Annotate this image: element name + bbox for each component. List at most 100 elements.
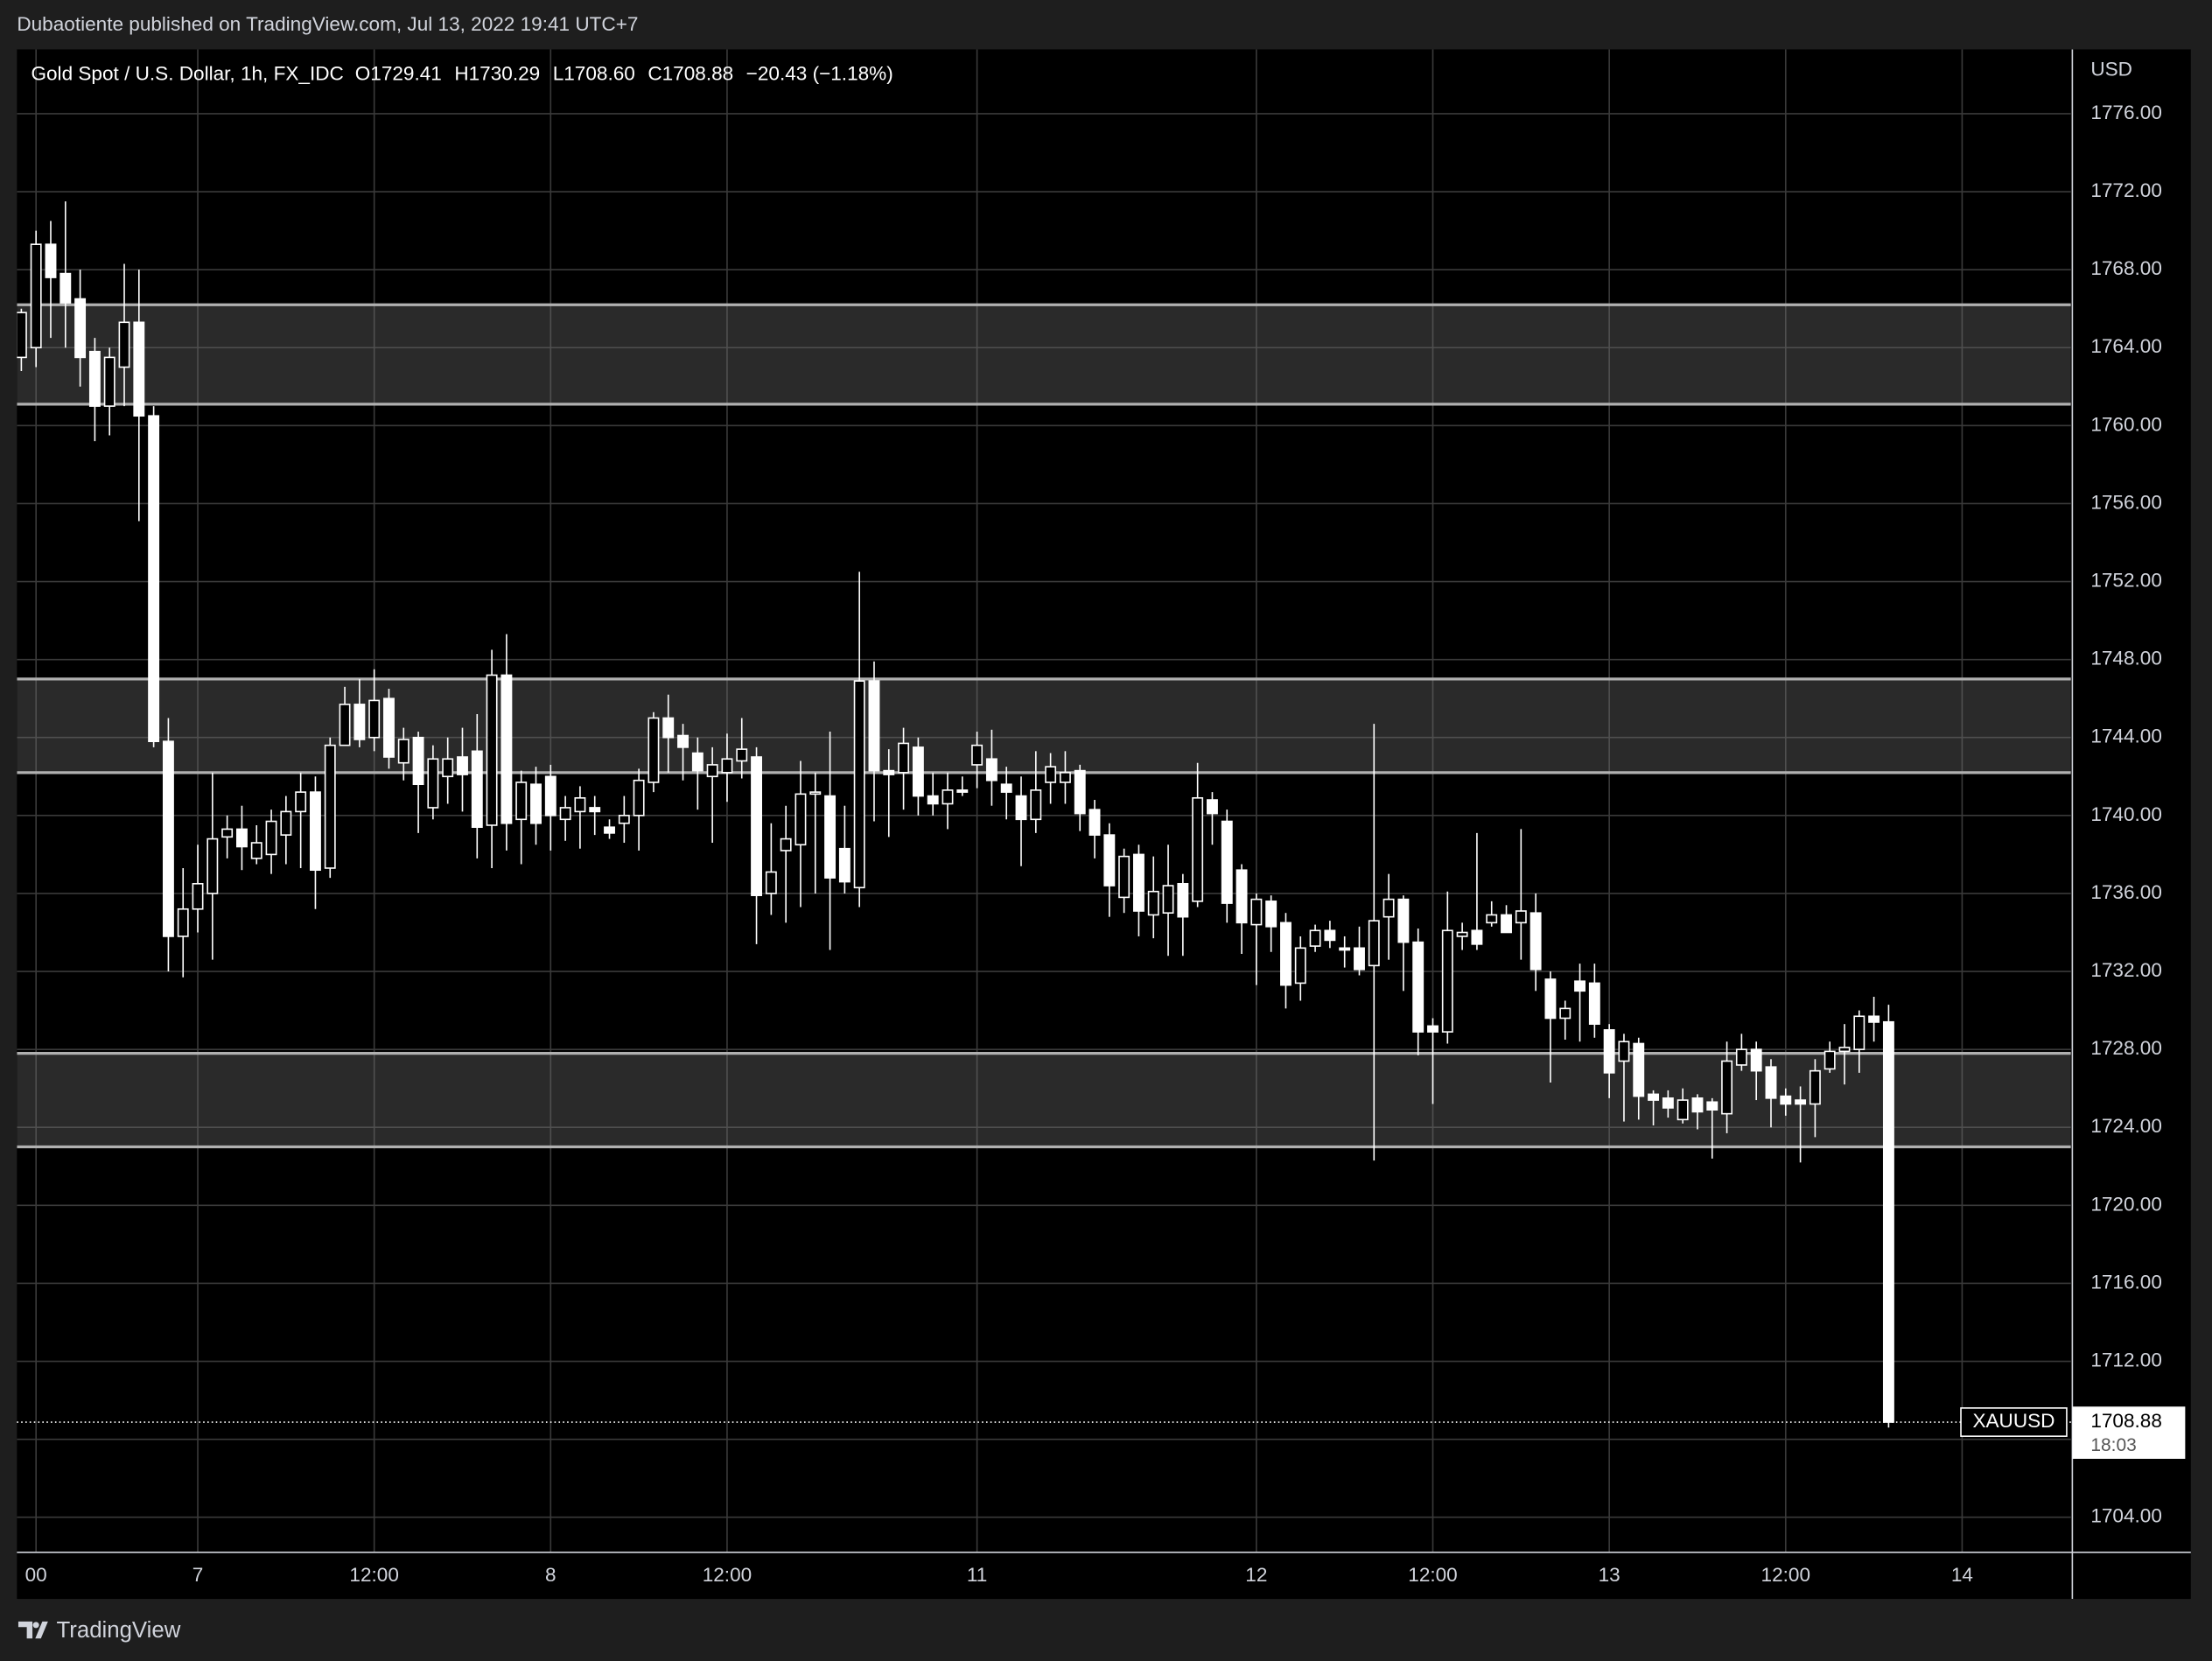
x-tick-label: 12 bbox=[1245, 1564, 1267, 1586]
symbol-label-box bbox=[1960, 1407, 2068, 1437]
publisher-header: Dubaotiente published on TradingView.com… bbox=[17, 13, 638, 35]
candle-body bbox=[824, 795, 836, 879]
candle-body bbox=[1177, 882, 1189, 918]
footer-logo: TradingView bbox=[18, 1618, 181, 1643]
candle-body bbox=[691, 752, 704, 772]
x-tick-label: 7 bbox=[192, 1564, 204, 1586]
x-tick-label: 00 bbox=[25, 1564, 47, 1586]
candle-body bbox=[780, 838, 792, 852]
candle-body bbox=[1544, 978, 1557, 1020]
candle-body bbox=[1603, 1029, 1615, 1074]
candle-body bbox=[1691, 1097, 1704, 1113]
y-tick-label: 1772.00 bbox=[2090, 179, 2162, 201]
zone bbox=[17, 1053, 2071, 1147]
legend: Gold Spot / U.S. Dollar, 1h, FX_IDC O1729… bbox=[31, 62, 892, 84]
candle-body bbox=[1427, 1025, 1438, 1033]
y-tick-label: 1728.00 bbox=[2090, 1037, 2162, 1059]
candles bbox=[17, 201, 1894, 1428]
candle-body bbox=[1118, 855, 1130, 899]
candle-body bbox=[295, 791, 307, 813]
candle-body bbox=[1633, 1042, 1645, 1097]
candle-body bbox=[1868, 1015, 1880, 1023]
candle-body bbox=[912, 746, 924, 797]
candle-body bbox=[17, 312, 27, 359]
candle-body bbox=[1882, 1020, 1894, 1423]
candle-body bbox=[1354, 947, 1365, 971]
candle-body bbox=[1207, 799, 1218, 815]
candle-body bbox=[1662, 1097, 1674, 1109]
candle-body bbox=[1339, 947, 1351, 951]
logo-dot bbox=[32, 1622, 39, 1629]
candle-body bbox=[633, 779, 645, 816]
candle-body bbox=[1721, 1060, 1733, 1115]
candle-body bbox=[853, 680, 865, 889]
grid bbox=[17, 49, 2071, 1552]
candle-body bbox=[809, 791, 822, 795]
candle-body bbox=[1147, 890, 1159, 916]
candle-body bbox=[339, 704, 351, 746]
candle-body bbox=[1530, 912, 1542, 971]
candle-body bbox=[1368, 920, 1380, 967]
candle-body bbox=[1501, 914, 1512, 934]
candle-body bbox=[618, 815, 630, 824]
candle-body bbox=[1088, 809, 1101, 836]
candle-body bbox=[457, 756, 468, 775]
legend-value: 1730.29 bbox=[469, 62, 541, 84]
x-tick-label: 13 bbox=[1599, 1564, 1620, 1586]
legend-value: 1708.88 bbox=[662, 62, 734, 84]
candle-body bbox=[985, 758, 998, 781]
candle-body bbox=[1221, 820, 1233, 904]
candle-body bbox=[1280, 922, 1292, 986]
candle-body bbox=[486, 674, 498, 826]
candle-body bbox=[1735, 1048, 1747, 1066]
candle-body bbox=[1588, 982, 1600, 1025]
y-tick-label: 1756.00 bbox=[2090, 491, 2162, 513]
candle-body bbox=[1412, 941, 1424, 1033]
x-tick-label: 11 bbox=[967, 1564, 987, 1586]
legend-key: L bbox=[553, 62, 564, 84]
x-tick-label: 12:00 bbox=[1408, 1564, 1457, 1586]
y-tick-label: 1760.00 bbox=[2090, 413, 2162, 435]
candle-body bbox=[206, 838, 219, 894]
y-tick-label: 1724.00 bbox=[2090, 1115, 2162, 1137]
candle-body bbox=[971, 744, 984, 766]
y-tick-label: 1736.00 bbox=[2090, 881, 2162, 903]
candle-body bbox=[1515, 910, 1527, 924]
candle-body bbox=[1441, 929, 1453, 1033]
candle-body bbox=[1853, 1015, 1866, 1050]
candle-body bbox=[794, 793, 807, 846]
candle-body bbox=[250, 842, 262, 859]
candle-body bbox=[235, 828, 248, 848]
candle-body bbox=[192, 882, 204, 910]
candle-body bbox=[927, 795, 939, 805]
x-tick-labels: 00 7 12:00 8 12:00 11 12 12:00 13 12:00 14 bbox=[25, 1564, 1973, 1586]
x-tick-label: 12:00 bbox=[349, 1564, 398, 1586]
x-tick-label: 12:00 bbox=[1761, 1564, 1810, 1586]
legend-value: 1708.60 bbox=[564, 62, 635, 84]
candle-body bbox=[265, 820, 277, 856]
y-tick-label: 1716.00 bbox=[2090, 1271, 2162, 1293]
x-tick-label: 8 bbox=[545, 1564, 556, 1586]
candle-body bbox=[751, 756, 763, 896]
candle-body bbox=[648, 717, 660, 783]
candle-body bbox=[1103, 834, 1116, 887]
candle-body bbox=[838, 847, 850, 883]
candle-body bbox=[1132, 853, 1144, 912]
candle-body bbox=[471, 750, 483, 829]
y-tick-label: 1748.00 bbox=[2090, 648, 2162, 669]
candle-body bbox=[942, 789, 954, 805]
candle-body bbox=[30, 243, 42, 349]
candle-body bbox=[662, 717, 675, 739]
logo-icon bbox=[18, 1621, 48, 1639]
candle-body bbox=[280, 810, 292, 836]
legend-change: −20.43 (−1.18%) bbox=[746, 62, 893, 84]
candle-body bbox=[60, 272, 72, 304]
candle-body bbox=[1618, 1041, 1630, 1062]
candle-body bbox=[397, 739, 410, 764]
candle-body bbox=[1795, 1099, 1807, 1105]
candle-body bbox=[383, 697, 395, 758]
candle-body bbox=[177, 908, 189, 937]
footer-brand: TradingView bbox=[56, 1618, 180, 1643]
candle-body bbox=[148, 415, 160, 743]
